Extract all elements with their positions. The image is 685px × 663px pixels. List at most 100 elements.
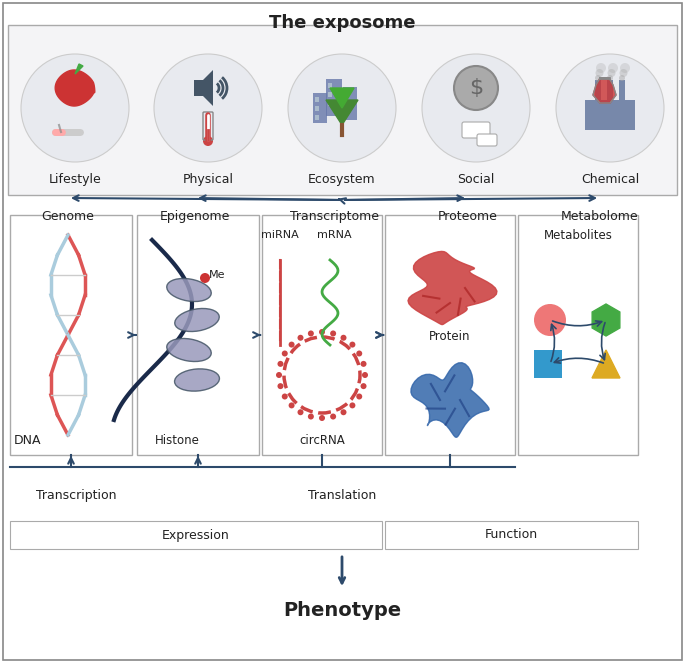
- Ellipse shape: [166, 339, 211, 361]
- Bar: [262, 215, 382, 455]
- Text: DNA: DNA: [14, 434, 42, 447]
- Bar: [10, 521, 382, 549]
- Bar: [328, 101, 332, 106]
- Bar: [595, 80, 601, 102]
- Text: Chemical: Chemical: [581, 173, 639, 186]
- Polygon shape: [593, 78, 616, 103]
- Bar: [8, 25, 677, 195]
- Circle shape: [282, 351, 288, 357]
- Circle shape: [297, 335, 303, 341]
- Circle shape: [619, 69, 627, 77]
- Circle shape: [340, 409, 347, 415]
- Polygon shape: [75, 64, 83, 74]
- Circle shape: [454, 66, 498, 110]
- Text: Transcriptome: Transcriptome: [290, 210, 379, 223]
- Circle shape: [362, 372, 368, 378]
- Circle shape: [619, 75, 625, 81]
- Circle shape: [356, 394, 362, 400]
- Text: miRNA: miRNA: [261, 230, 299, 240]
- Text: $: $: [469, 78, 483, 98]
- Circle shape: [319, 329, 325, 335]
- Circle shape: [276, 372, 282, 378]
- Polygon shape: [408, 251, 497, 325]
- Text: Metabolome: Metabolome: [561, 210, 639, 223]
- Circle shape: [277, 383, 284, 389]
- Text: Function: Function: [485, 528, 538, 542]
- Circle shape: [360, 383, 366, 389]
- Bar: [385, 521, 638, 549]
- Bar: [518, 215, 638, 455]
- Circle shape: [356, 351, 362, 357]
- Polygon shape: [592, 350, 620, 378]
- Text: mRNA: mRNA: [316, 230, 351, 240]
- Text: Metabolites: Metabolites: [544, 229, 612, 242]
- Text: Genome: Genome: [42, 210, 95, 223]
- Polygon shape: [592, 304, 620, 336]
- Circle shape: [534, 304, 566, 336]
- Text: Phenotype: Phenotype: [283, 601, 401, 620]
- Bar: [315, 115, 319, 120]
- Polygon shape: [411, 363, 489, 438]
- Circle shape: [282, 394, 288, 400]
- Text: The exposome: The exposome: [269, 14, 415, 32]
- Ellipse shape: [175, 308, 219, 332]
- Bar: [315, 97, 319, 102]
- Text: Histone: Histone: [155, 434, 199, 447]
- Bar: [343, 87, 357, 120]
- Ellipse shape: [288, 54, 396, 162]
- Bar: [315, 106, 319, 111]
- Circle shape: [349, 402, 356, 408]
- Bar: [313, 93, 327, 123]
- Bar: [328, 92, 332, 97]
- Text: Translation: Translation: [308, 489, 376, 502]
- Bar: [345, 109, 349, 114]
- Circle shape: [595, 69, 603, 77]
- Bar: [585, 100, 635, 130]
- Polygon shape: [330, 88, 354, 108]
- Polygon shape: [326, 100, 358, 125]
- Bar: [10, 215, 132, 455]
- Bar: [345, 100, 349, 105]
- Circle shape: [308, 330, 314, 336]
- Text: Social: Social: [458, 173, 495, 186]
- Text: Expression: Expression: [162, 528, 230, 542]
- Bar: [534, 350, 562, 378]
- Bar: [328, 83, 332, 88]
- Text: Proteome: Proteome: [438, 210, 498, 223]
- Ellipse shape: [422, 54, 530, 162]
- FancyBboxPatch shape: [477, 134, 497, 146]
- Circle shape: [340, 335, 347, 341]
- Circle shape: [330, 330, 336, 336]
- Text: circRNA: circRNA: [299, 434, 345, 447]
- FancyBboxPatch shape: [462, 122, 490, 138]
- Circle shape: [360, 361, 366, 367]
- Text: Physical: Physical: [182, 173, 234, 186]
- Circle shape: [319, 415, 325, 421]
- Circle shape: [349, 341, 356, 347]
- Bar: [345, 91, 349, 96]
- Ellipse shape: [166, 278, 211, 302]
- Polygon shape: [55, 70, 95, 106]
- Circle shape: [608, 63, 618, 73]
- Ellipse shape: [175, 369, 219, 391]
- Ellipse shape: [154, 54, 262, 162]
- Circle shape: [297, 409, 303, 415]
- Circle shape: [608, 69, 616, 77]
- Bar: [385, 215, 515, 455]
- Text: Lifestyle: Lifestyle: [49, 173, 101, 186]
- Circle shape: [595, 75, 601, 81]
- Text: Ecosystem: Ecosystem: [308, 173, 376, 186]
- Text: Transcription: Transcription: [36, 489, 116, 502]
- Circle shape: [203, 136, 213, 146]
- Circle shape: [288, 402, 295, 408]
- Bar: [619, 80, 625, 102]
- Bar: [607, 80, 613, 102]
- Circle shape: [277, 361, 284, 367]
- Bar: [137, 215, 259, 455]
- Ellipse shape: [556, 54, 664, 162]
- Circle shape: [200, 273, 210, 283]
- Polygon shape: [194, 70, 213, 106]
- Circle shape: [308, 414, 314, 420]
- Circle shape: [607, 75, 613, 81]
- Circle shape: [330, 414, 336, 420]
